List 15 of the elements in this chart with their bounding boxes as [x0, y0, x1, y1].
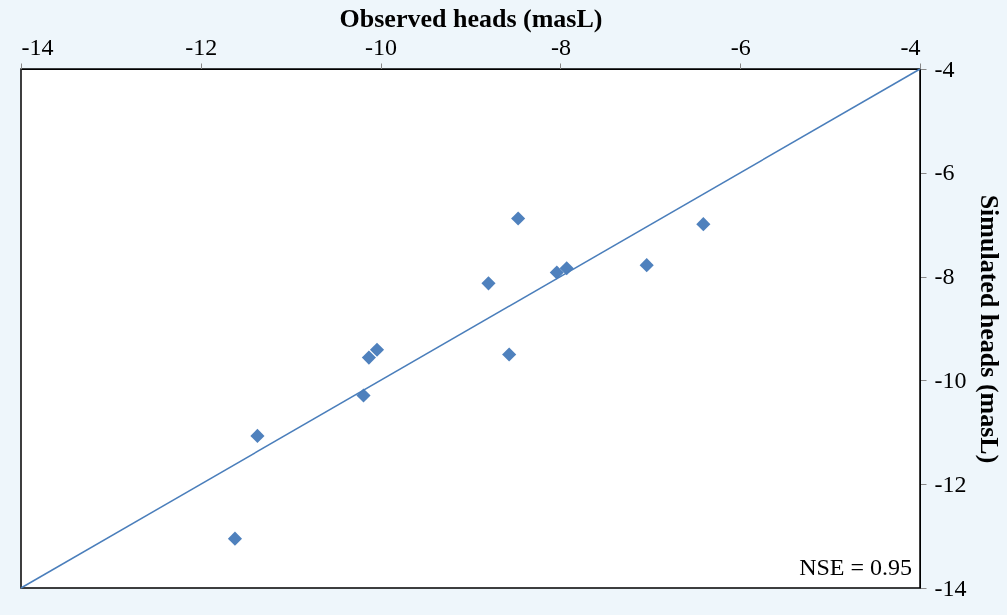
y-tick-label: -10: [934, 366, 967, 393]
y-tick-label: -12: [934, 470, 967, 497]
annotation: NSE = 0.95: [799, 554, 912, 580]
y-axis-title: Simulated heads (masL): [975, 194, 1005, 464]
x-axis-title: Observed heads (masL): [339, 3, 603, 33]
y-tick-label: -8: [934, 263, 955, 290]
x-tick-label: -8: [550, 33, 571, 60]
x-tick-label: -12: [185, 33, 218, 60]
x-tick-label: -6: [730, 33, 751, 60]
x-tick-label: -14: [21, 33, 54, 60]
y-tick-label: -4: [934, 55, 955, 82]
x-tick-label: -10: [365, 33, 398, 60]
y-tick-label: -6: [934, 159, 955, 186]
x-tick-label: -4: [900, 33, 921, 60]
y-tick-label: -14: [934, 574, 967, 601]
